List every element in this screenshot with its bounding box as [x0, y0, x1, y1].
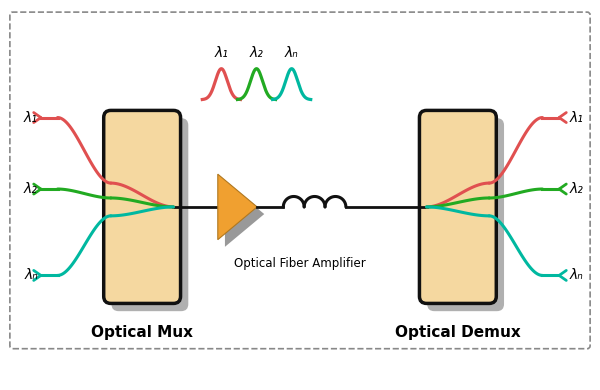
FancyBboxPatch shape — [112, 118, 188, 311]
Text: λ₁: λ₁ — [24, 110, 38, 124]
Text: λ₁: λ₁ — [214, 46, 229, 60]
Polygon shape — [225, 181, 264, 247]
Text: λₙ: λₙ — [24, 268, 38, 282]
FancyBboxPatch shape — [104, 110, 181, 303]
Text: Optical Mux: Optical Mux — [91, 324, 193, 340]
FancyBboxPatch shape — [10, 12, 590, 349]
FancyBboxPatch shape — [427, 118, 504, 311]
Text: Optical Fiber Amplifier: Optical Fiber Amplifier — [234, 257, 366, 270]
Text: Optical Demux: Optical Demux — [395, 324, 521, 340]
Text: λ₁: λ₁ — [570, 110, 584, 124]
Text: λₙ: λₙ — [285, 46, 299, 60]
FancyBboxPatch shape — [419, 110, 496, 303]
Polygon shape — [218, 174, 257, 240]
Text: λ₂: λ₂ — [250, 46, 263, 60]
Text: λₙ: λₙ — [570, 268, 584, 282]
Text: λ₂: λ₂ — [570, 182, 584, 196]
Text: λ₂: λ₂ — [24, 182, 38, 196]
